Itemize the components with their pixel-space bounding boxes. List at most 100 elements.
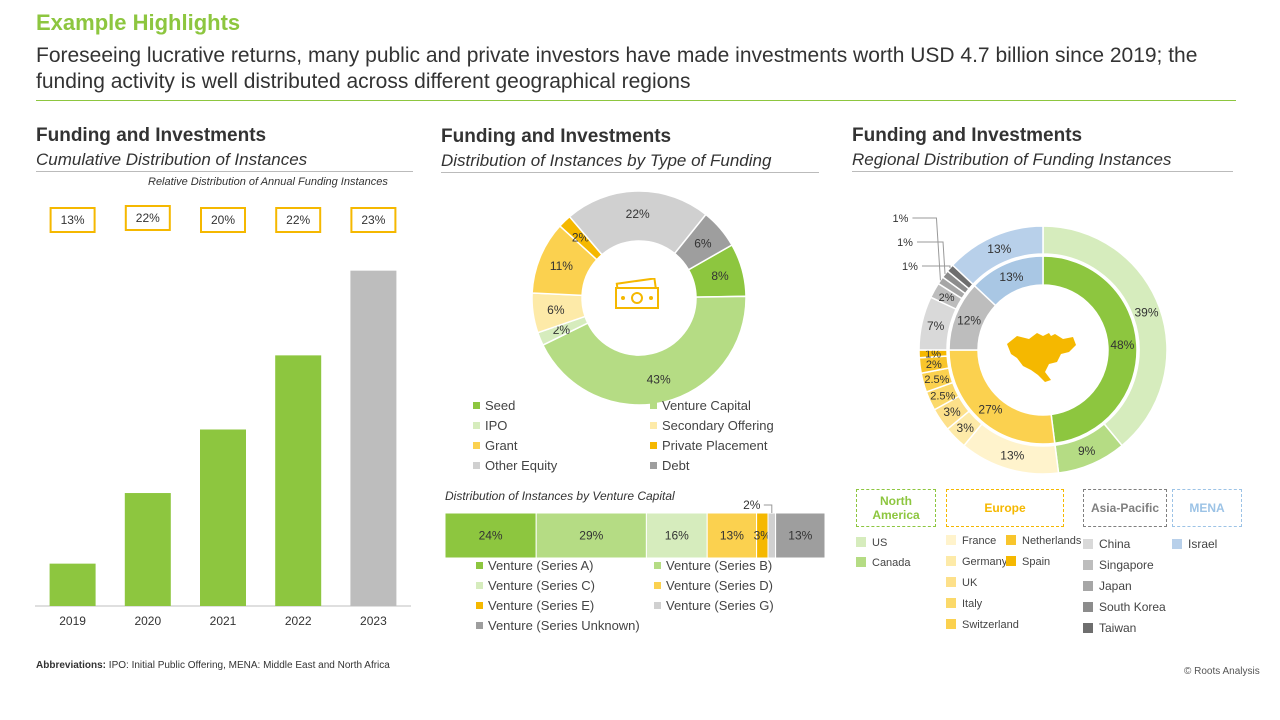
legend-swatch [650, 402, 657, 410]
outer-leader-south-korea [917, 241, 946, 275]
slice-venture-capital [541, 295, 747, 406]
legend-label: Taiwan [1099, 621, 1137, 635]
slice-label-secondary-offering: 6% [547, 303, 565, 317]
legend-secondary-offering: Secondary Offering [650, 418, 774, 433]
annual-share-label-2019: 13% [61, 213, 85, 227]
funding-type-legend: Seed Venture Capital IPO Secondary Offering… [473, 398, 833, 483]
region-legend-spain: Spain [1006, 556, 1050, 568]
legend-ipo: IPO [473, 418, 507, 433]
legend-swatch [1006, 535, 1016, 546]
x-tick-2019: 2019 [59, 614, 86, 628]
outer-label-switzerland: 2.5% [924, 374, 949, 386]
legend-swatch [473, 442, 480, 450]
middle-panel-heading: Funding and Investments [441, 126, 672, 147]
legend-venture-capital: Venture Capital [650, 398, 751, 413]
outer-label-japan: 1% [892, 213, 908, 225]
venture-capital-stacked-bar: 24% 29% 16% 13% 3% 2% 13% [444, 498, 826, 559]
region-box-mena: MENA [1172, 489, 1242, 527]
legend-swatch [654, 582, 661, 590]
legend-swatch [476, 622, 483, 630]
legend-label: Venture (Series B) [666, 558, 773, 573]
segment-leader-venture-series-g [763, 504, 773, 513]
legend-swatch [1172, 538, 1182, 549]
legend-swatch [473, 462, 480, 470]
region-box-north-america: North America [856, 489, 936, 527]
page-subtitle: Foreseeing lucrative returns, many publi… [36, 44, 1198, 93]
legend-venture-series-c: Venture (Series C) [476, 578, 595, 593]
x-tick-2021: 2021 [210, 614, 237, 628]
outer-label-canada: 9% [1078, 444, 1096, 458]
legend-swatch [654, 562, 661, 570]
money-bill-icon [615, 278, 659, 309]
outer-label-south-korea: 1% [897, 237, 913, 249]
annual-share-label-2023: 23% [361, 213, 385, 227]
segment-venture-series-c [645, 512, 708, 559]
legend-label: Venture (Series D) [666, 578, 773, 593]
page-title: Example Highlights [36, 10, 241, 35]
legend-swatch [1083, 538, 1093, 549]
slice-label-grant: 11% [550, 259, 573, 273]
region-legend-japan: Japan [1083, 579, 1132, 593]
north-america-map-icon [1007, 333, 1076, 382]
bar-2022 [275, 355, 322, 606]
vc-distribution-title: Distribution of Instances by Venture Cap… [445, 489, 675, 503]
region-legend-taiwan: Taiwan [1083, 621, 1136, 635]
inner-slice-north-america [1042, 255, 1138, 445]
annual-distribution-note: Relative Distribution of Annual Funding … [148, 176, 388, 188]
abbreviations: Abbreviations: IPO: Initial Public Offer… [36, 660, 390, 671]
cumulative-bar-chart-svg: 2019 13% 2020 22% 2021 20% 2022 22% 2023 23% [35, 205, 411, 628]
legend-swatch [946, 535, 956, 546]
region-box-asia-pacific: Asia-Pacific [1083, 489, 1167, 527]
legend-venture-series-d: Venture (Series D) [654, 578, 773, 593]
legend-swatch [1083, 601, 1093, 612]
title-divider [36, 100, 1236, 101]
annual-share-box-2020 [124, 205, 171, 231]
left-panel-heading: Funding and Investments [36, 125, 267, 146]
legend-swatch [1083, 622, 1093, 633]
outer-label-singapore: 2% [939, 292, 955, 304]
legend-label: Italy [962, 598, 983, 610]
legend-label: Switzerland [962, 619, 1019, 631]
legend-label: Canada [872, 557, 911, 569]
region-legend-china: China [1083, 537, 1130, 551]
copyright: © Roots Analysis [1184, 666, 1260, 677]
region-box-europe: Europe [946, 489, 1064, 527]
legend-label: Venture (Series G) [666, 598, 774, 613]
cumulative-bar-chart: 2019 13% 2020 22% 2021 20% 2022 22% 2023 23% [0, 0, 440, 640]
segment-venture-series-g [767, 512, 777, 559]
segment-venture-series-unknown [775, 512, 826, 559]
slice-label-debt: 6% [694, 236, 712, 250]
x-tick-2023: 2023 [360, 614, 387, 628]
legend-label: Japan [1099, 579, 1132, 593]
abbreviations-label: Abbreviations: [36, 660, 107, 671]
segment-venture-series-a [444, 512, 537, 559]
legend-label: South Korea [1099, 600, 1166, 614]
legend-swatch [856, 537, 866, 548]
outer-label-taiwan: 1% [902, 261, 918, 273]
legend-venture-series-b: Venture (Series B) [654, 558, 772, 573]
region-legend-us: US [856, 537, 887, 549]
left-panel-subheading: Cumulative Distribution of Instances [36, 150, 308, 169]
region-legend-south-korea: South Korea [1083, 600, 1166, 614]
legend-swatch [473, 402, 480, 410]
outer-label-israel: 13% [987, 242, 1011, 256]
region-legend-italy: Italy [946, 598, 982, 610]
legend-label: France [962, 535, 997, 547]
inner-label-north-america: 48% [1110, 338, 1134, 352]
legend-grant: Grant [473, 438, 518, 453]
region-legend-netherlands: Netherlands [1006, 535, 1081, 547]
legend-swatch [654, 602, 661, 610]
x-tick-2020: 2020 [134, 614, 161, 628]
segment-label-venture-series-c: 16% [665, 529, 689, 543]
legend-label: Singapore [1099, 558, 1154, 572]
slice-other-equity [568, 190, 707, 256]
legend-other-equity: Other Equity [473, 458, 557, 473]
legend-swatch [946, 598, 956, 609]
legend-private-placement: Private Placement [650, 438, 768, 453]
outer-leader-japan [912, 217, 941, 281]
legend-swatch [473, 422, 480, 430]
legend-venture-series-e: Venture (Series E) [476, 598, 594, 613]
region-legend-israel: Israel [1172, 537, 1217, 551]
slice-label-seed: 8% [711, 269, 729, 283]
segment-label-venture-series-a: 24% [479, 529, 503, 543]
